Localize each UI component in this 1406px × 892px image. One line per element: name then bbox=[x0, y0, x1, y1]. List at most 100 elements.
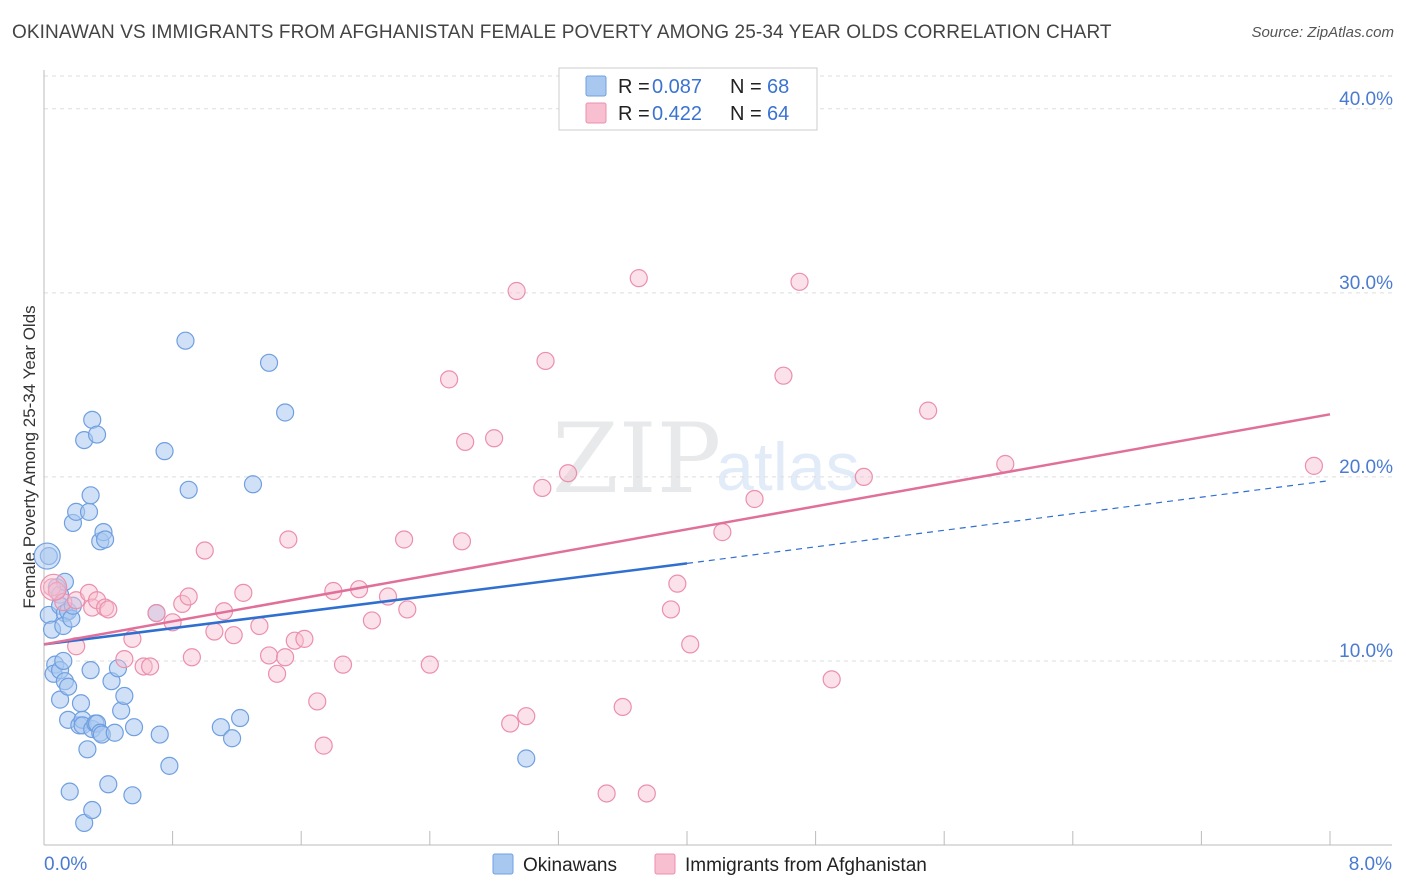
afghan-point-45 bbox=[501, 714, 520, 733]
okinawan-point-63 bbox=[276, 403, 295, 422]
afghan-point-47 bbox=[517, 707, 536, 726]
okinawan-point-57 bbox=[179, 480, 198, 499]
afghan-point-62 bbox=[822, 670, 841, 689]
trend-lines bbox=[43, 413, 1331, 646]
okinawan-point-28 bbox=[75, 813, 94, 833]
afghan-point-36 bbox=[362, 611, 382, 630]
legend-swatch-okinawan bbox=[585, 75, 607, 97]
afghan-point-30 bbox=[295, 629, 314, 648]
okinawan-point-62 bbox=[259, 353, 279, 372]
series-legend-label-okinawan: Okinawans bbox=[523, 855, 617, 876]
watermark-zip: ZIP bbox=[552, 403, 721, 515]
afghan-point-large bbox=[40, 573, 68, 601]
watermark: ZIP atlas bbox=[552, 403, 860, 515]
okinawan-point-47 bbox=[108, 659, 128, 678]
okinawan-point-30 bbox=[79, 502, 99, 521]
legend-r-value-1: 0.087 bbox=[652, 76, 702, 98]
legend-r-label-2: R = bbox=[618, 103, 650, 125]
afghan-point-46 bbox=[507, 281, 526, 301]
afghan-point-39 bbox=[398, 600, 417, 619]
legend-n-label-1: N = bbox=[730, 76, 762, 98]
afghan-point-9 bbox=[99, 600, 118, 619]
okinawan-trend-extension bbox=[686, 479, 1331, 565]
afghan-point-56 bbox=[668, 574, 687, 593]
series-legend-label-afghan: Immigrants from Afghanistan bbox=[685, 855, 927, 876]
grid bbox=[44, 75, 1392, 662]
okinawan-point-49 bbox=[115, 686, 134, 706]
afghan-point-22 bbox=[224, 626, 243, 645]
okinawan-point-43 bbox=[95, 530, 115, 549]
y-axis-label: Female Poverty Among 25-34 Year Olds bbox=[20, 305, 39, 608]
y-tick-label-2: 30.0% bbox=[1339, 273, 1393, 294]
series-legend-swatch-afghan bbox=[654, 853, 676, 875]
afghan-point-53 bbox=[629, 269, 648, 288]
afghan-point-49 bbox=[536, 351, 555, 371]
y-tick-label-3: 40.0% bbox=[1339, 89, 1393, 110]
y-tick-label-1: 20.0% bbox=[1339, 457, 1393, 478]
okinawan-point-29 bbox=[78, 740, 97, 759]
okinawan-point-32 bbox=[81, 486, 100, 505]
okinawan-point-59 bbox=[222, 729, 242, 748]
y-tick-label-0: 10.0% bbox=[1339, 641, 1393, 662]
source-label: Source: ZipAtlas.com bbox=[1251, 24, 1394, 41]
afghan-point-19 bbox=[195, 541, 214, 560]
okinawan-point-12 bbox=[50, 690, 70, 709]
afghan-point-28 bbox=[279, 530, 298, 549]
okinawan-point-58 bbox=[211, 718, 230, 737]
afghan-point-51 bbox=[597, 784, 616, 803]
afghan-point-17 bbox=[179, 587, 198, 606]
legend-n-label-2: N = bbox=[730, 103, 762, 125]
series-legend-swatch-okinawan bbox=[492, 853, 514, 875]
watermark-atlas: atlas bbox=[716, 429, 860, 505]
afghan-point-66 bbox=[1304, 456, 1324, 475]
afghan-point-12 bbox=[134, 657, 153, 676]
afghan-points bbox=[40, 269, 1324, 803]
afghan-point-25 bbox=[259, 646, 279, 665]
afghan-point-61 bbox=[790, 272, 809, 291]
afghan-point-24 bbox=[250, 616, 269, 636]
afghan-point-48 bbox=[533, 478, 552, 498]
okinawan-point-24 bbox=[71, 694, 91, 713]
legend-r-label-1: R = bbox=[618, 76, 650, 98]
afghan-point-10 bbox=[115, 650, 134, 669]
afghan-point-8 bbox=[95, 598, 115, 617]
okinawan-point-20 bbox=[60, 782, 79, 801]
afghan-point-38 bbox=[394, 530, 414, 549]
afghan-point-58 bbox=[713, 523, 732, 542]
chart-title: OKINAWAN VS IMMIGRANTS FROM AFGHANISTAN … bbox=[12, 22, 1112, 43]
afghan-point-43 bbox=[456, 432, 475, 452]
series-legend: Okinawans Immigrants from Afghanistan bbox=[492, 853, 927, 876]
okinawan-point-large bbox=[33, 542, 61, 570]
okinawan-point-54 bbox=[155, 442, 174, 461]
axes bbox=[43, 70, 1392, 846]
okinawan-point-44 bbox=[99, 775, 118, 794]
afghan-point-59 bbox=[745, 489, 764, 509]
okinawan-point-50 bbox=[123, 786, 142, 805]
afghan-point-44 bbox=[485, 429, 504, 448]
okinawan-point-46 bbox=[105, 723, 124, 742]
okinawan-point-31 bbox=[81, 661, 100, 680]
x-ticks bbox=[43, 831, 1331, 845]
afghan-point-32 bbox=[314, 736, 333, 755]
okinawan-point-52 bbox=[150, 725, 169, 744]
legend-n-value-2: 64 bbox=[767, 103, 789, 125]
afghan-trend-line bbox=[43, 413, 1331, 646]
x-tick-label-max: 8.0% bbox=[1349, 854, 1392, 875]
okinawan-point-18 bbox=[59, 677, 78, 696]
legend-n-value-1: 68 bbox=[767, 76, 789, 98]
afghan-point-31 bbox=[308, 692, 327, 711]
afghan-point-14 bbox=[147, 603, 166, 623]
okinawan-point-35 bbox=[83, 800, 102, 820]
okinawan-point-64 bbox=[517, 749, 536, 768]
okinawan-point-60 bbox=[231, 708, 250, 728]
afghan-point-18 bbox=[182, 648, 201, 667]
afghan-point-54 bbox=[637, 784, 656, 803]
okinawan-point-37 bbox=[87, 425, 107, 444]
legend-r-value-2: 0.422 bbox=[652, 103, 702, 125]
okinawan-point-48 bbox=[112, 701, 131, 720]
afghan-point-13 bbox=[140, 657, 160, 676]
x-tick-label-min: 0.0% bbox=[44, 854, 87, 875]
okinawan-point-15 bbox=[63, 596, 83, 615]
afghan-point-40 bbox=[420, 655, 439, 674]
afghan-point-20 bbox=[205, 622, 224, 641]
